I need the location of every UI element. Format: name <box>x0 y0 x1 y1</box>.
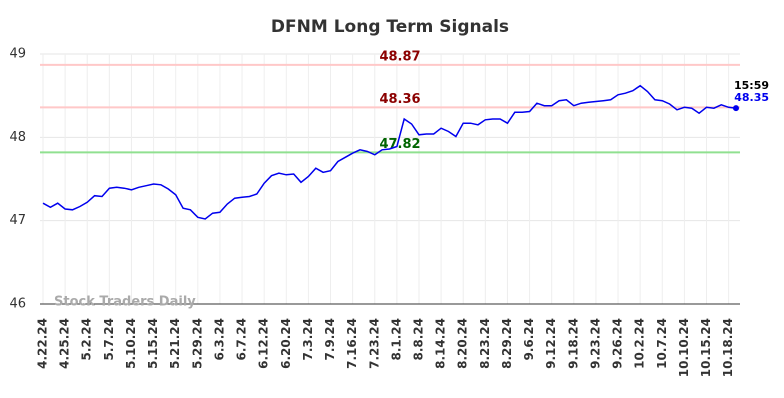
y-tick-label: 49 <box>9 47 26 62</box>
x-tick-label: 7.23.24 <box>367 318 381 369</box>
x-tick-label: 5.21.24 <box>168 318 182 369</box>
x-tick-label: 8.1.24 <box>389 318 403 361</box>
x-tick-label: 9.12.24 <box>544 318 558 369</box>
x-tick-label: 9.6.24 <box>522 318 536 361</box>
x-tick-label: 6.12.24 <box>257 318 271 369</box>
x-tick-label: 9.23.24 <box>588 318 602 369</box>
x-tick-label: 10.10.24 <box>677 318 691 377</box>
y-tick-label: 46 <box>9 297 26 312</box>
x-tick-label: 6.7.24 <box>235 318 249 361</box>
x-tick-label: 7.9.24 <box>323 318 337 361</box>
x-tick-label: 5.2.24 <box>80 318 94 361</box>
watermark: Stock Traders Daily <box>54 295 196 310</box>
y-tick-label: 48 <box>9 130 26 145</box>
x-tick-label: 7.16.24 <box>345 318 359 369</box>
reference-label: 48.87 <box>379 49 420 64</box>
x-tick-label: 8.29.24 <box>500 318 514 369</box>
x-tick-label: 8.20.24 <box>456 318 470 369</box>
x-tick-label: 8.23.24 <box>478 318 492 369</box>
last-time: 15:59 <box>734 79 769 92</box>
x-tick-label: 4.25.24 <box>58 318 72 369</box>
x-tick-label: 10.7.24 <box>655 318 669 369</box>
last-value: 48.35 <box>734 91 769 104</box>
x-tick-label: 10.18.24 <box>721 318 735 377</box>
x-tick-label: 6.20.24 <box>279 318 293 369</box>
x-tick-label: 10.15.24 <box>699 318 713 377</box>
x-tick-label: 7.3.24 <box>301 318 315 361</box>
chart-title: DFNM Long Term Signals <box>271 17 509 37</box>
x-tick-label: 8.8.24 <box>411 318 425 361</box>
price-line <box>42 84 737 220</box>
y-tick-label: 47 <box>9 213 26 228</box>
x-tick-label: 5.29.24 <box>190 318 204 369</box>
x-tick-label: 8.14.24 <box>434 318 448 369</box>
reference-label: 47.82 <box>379 137 420 152</box>
x-tick-label: 10.2.24 <box>633 318 647 369</box>
x-tick-label: 5.10.24 <box>124 318 138 369</box>
x-tick-label: 9.26.24 <box>611 318 625 369</box>
reference-label: 48.36 <box>379 92 420 107</box>
x-tick-label: 9.18.24 <box>566 318 580 369</box>
x-tick-label: 5.15.24 <box>146 318 160 369</box>
x-tick-label: 4.22.24 <box>36 318 50 369</box>
x-tick-label: 6.3.24 <box>212 318 226 361</box>
x-tick-label: 5.7.24 <box>102 318 116 361</box>
last-point <box>733 105 739 112</box>
